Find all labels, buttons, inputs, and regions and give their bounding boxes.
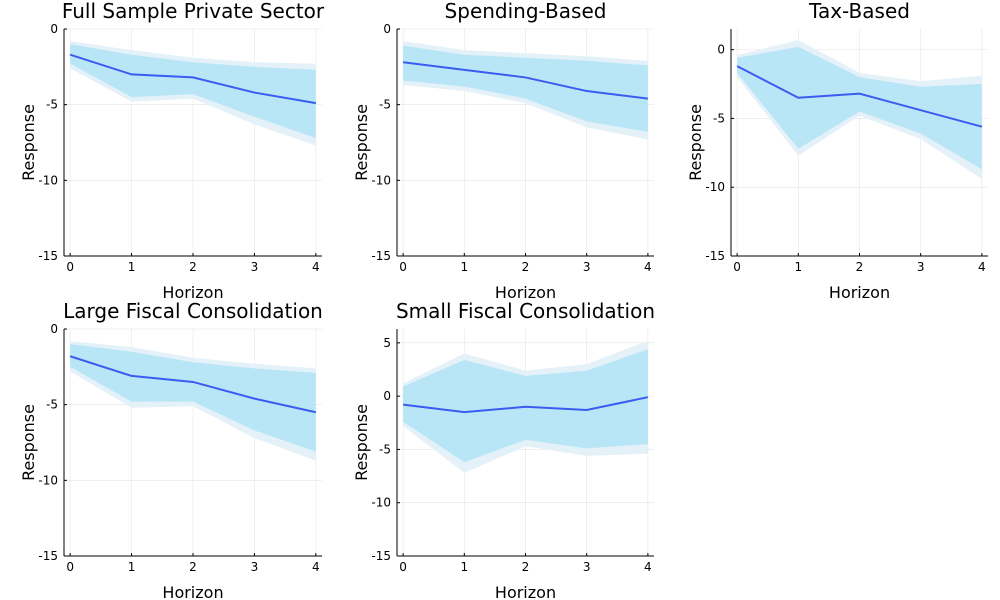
y-axis-label: Response	[352, 404, 371, 481]
y-tick-label: -5	[379, 98, 391, 112]
y-tick-label: -15	[371, 549, 391, 563]
y-tick-label: -10	[371, 173, 391, 187]
x-tick-label: 2	[189, 260, 197, 274]
median-response-line	[69, 355, 317, 414]
x-tick-label: 3	[583, 560, 591, 574]
confidence-band-inner	[70, 44, 316, 138]
x-tick-label: 4	[644, 560, 652, 574]
y-axis-label: Response	[19, 104, 38, 181]
y-tick-label: 5	[383, 336, 391, 350]
x-tick-label: 1	[460, 560, 468, 574]
confidence-band-inner	[70, 344, 316, 452]
x-axis-label: Horizon	[829, 283, 890, 302]
y-tick-label: -5	[46, 98, 58, 112]
y-tick-label: -5	[379, 442, 391, 456]
x-tick-label: 1	[128, 260, 136, 274]
y-tick-label: 0	[383, 22, 391, 36]
panel-tax-based: 0 1 2 3 4 0 -5 -10 -15 Tax-Based Horizon Response	[686, 0, 988, 302]
y-tick-label: -10	[38, 173, 58, 187]
median-response-line	[402, 61, 649, 100]
y-tick-label: 0	[50, 22, 58, 36]
y-tick-label: -10	[371, 496, 391, 510]
x-axis-label: Horizon	[495, 283, 556, 302]
y-tick-label: -10	[38, 473, 58, 487]
x-tick-label: 1	[128, 560, 136, 574]
x-tick-label: 2	[522, 260, 530, 274]
confidence-band-inner	[403, 349, 648, 463]
y-tick-label: 0	[50, 322, 58, 336]
panel-large-fiscal-consolidation: 0 1 2 3 4 0 -5 -10 -15 Large Fiscal Consolidation…	[19, 299, 323, 600]
panel-small-fiscal-consolidation: 0 1 2 3 4 5 0 -5 -10 -15 Small Fiscal Consolidatio…	[352, 299, 655, 600]
chart-title: Spending-Based	[445, 0, 607, 23]
median-response-line	[69, 53, 317, 105]
median-response-line	[736, 65, 983, 128]
y-tick-label: -15	[371, 249, 391, 263]
x-tick-label: 3	[251, 560, 259, 574]
x-tick-label: 2	[856, 260, 864, 274]
y-tick-label: -15	[705, 249, 725, 263]
chart-title: Tax-Based	[808, 0, 910, 23]
y-tick-label: -5	[46, 398, 58, 412]
x-tick-label: 2	[522, 560, 530, 574]
x-tick-label: 3	[583, 260, 591, 274]
chart-title: Large Fiscal Consolidation	[63, 299, 323, 323]
x-tick-label: 3	[251, 260, 259, 274]
y-tick-label: 0	[383, 389, 391, 403]
chart-title: Full Sample Private Sector	[62, 0, 325, 23]
x-tick-label: 0	[66, 260, 74, 274]
x-axis-label: Horizon	[162, 283, 223, 302]
x-tick-label: 1	[794, 260, 802, 274]
x-tick-label: 0	[733, 260, 741, 274]
chart-title: Small Fiscal Consolidation	[396, 299, 655, 323]
y-tick-label: -5	[713, 111, 725, 125]
x-tick-label: 0	[66, 560, 74, 574]
y-axis-label: Response	[19, 404, 38, 481]
median-response-line	[402, 396, 649, 414]
x-tick-label: 4	[978, 260, 986, 274]
x-axis-label: Horizon	[162, 583, 223, 600]
y-axis-label: Response	[686, 104, 705, 181]
x-tick-label: 4	[312, 260, 320, 274]
y-tick-label: -15	[38, 249, 58, 263]
x-tick-label: 0	[399, 560, 407, 574]
x-tick-label: 3	[917, 260, 925, 274]
panel-full-sample-private-sector: 0 1 2 3 4 0 -5 -10 -15 Full Sample Private Sector…	[19, 0, 325, 302]
x-tick-label: 1	[460, 260, 468, 274]
x-tick-label: 0	[399, 260, 407, 274]
y-tick-label: 0	[717, 43, 725, 57]
y-tick-label: -15	[38, 549, 58, 563]
confidence-band-inner	[403, 45, 648, 132]
x-tick-label: 4	[312, 560, 320, 574]
y-axis-label: Response	[352, 104, 371, 181]
x-tick-label: 4	[644, 260, 652, 274]
x-tick-label: 2	[189, 560, 197, 574]
confidence-band-inner	[737, 46, 982, 170]
panel-spending-based: 0 1 2 3 4 0 -5 -10 -15 Spending-Based Horizon Respo…	[352, 0, 654, 302]
y-tick-label: -10	[705, 180, 725, 194]
x-axis-label: Horizon	[495, 583, 556, 600]
